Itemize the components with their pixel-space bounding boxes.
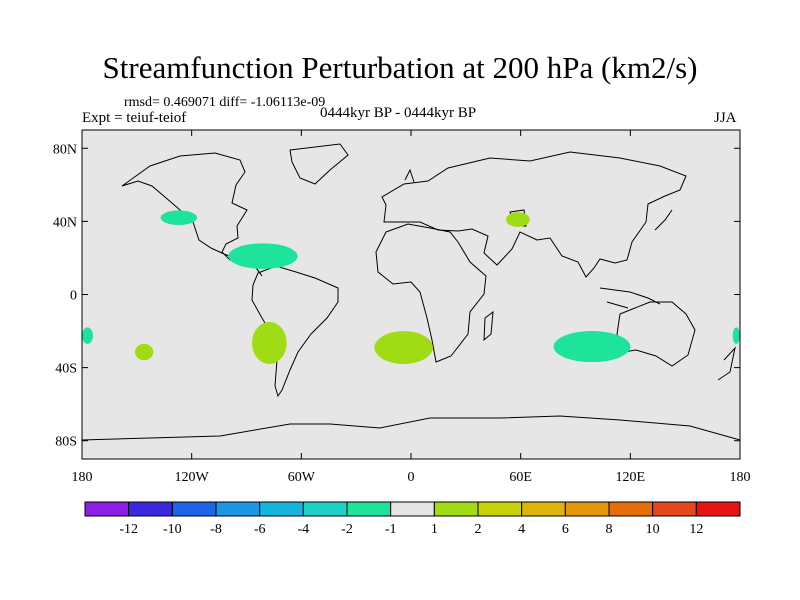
lat-tick-label: 40N (53, 215, 77, 230)
coastline-madagascar (483, 310, 494, 342)
stats-line: rmsd= 0.469071 diff= -1.06113e-09 (124, 95, 326, 110)
lon-tick-label: 180 (72, 470, 93, 485)
colorbar-label: 10 (646, 522, 660, 537)
experiment-label: Expt = teiuf-teiof (82, 110, 187, 126)
colorbar-label: -12 (119, 522, 138, 537)
page-title: Streamfunction Perturbation at 200 hPa (… (102, 50, 698, 85)
colorbar-box (695, 501, 741, 517)
anomaly-south-indian-ocean (553, 331, 631, 363)
anomaly-south-pacific-central (135, 343, 154, 361)
coastline-japan (654, 209, 673, 231)
lon-tick-label: 120E (616, 470, 646, 485)
anomaly-layer (82, 210, 740, 364)
colorbar-labels: -12 -10 -8 -6 -4 -2 -1 1 2 4 6 8 10 12 (119, 522, 703, 537)
longitude-axis: 180 120W 60W 0 60E 120E 180 (72, 130, 751, 485)
lat-tick-label: 0 (70, 289, 77, 304)
colorbar-label: -8 (210, 522, 222, 537)
colorbar-label: 8 (606, 522, 613, 537)
coastline-europe-asia (381, 151, 687, 278)
lat-tick-label: 40S (55, 362, 77, 377)
colorbar-box (128, 501, 173, 517)
lat-tick-label: 80S (55, 435, 77, 450)
colorbar-box (302, 501, 348, 517)
coastline-indonesia (599, 287, 661, 309)
lon-tick-label: 120W (175, 470, 210, 485)
colorbar-label: -2 (341, 522, 353, 537)
map-background (82, 130, 740, 459)
coastline-new-zealand (717, 346, 736, 381)
lon-tick-label: 60W (288, 470, 316, 485)
colorbar-box (84, 501, 130, 517)
coastline-greenland (289, 143, 349, 185)
anomaly-north-pacific-east (160, 210, 198, 226)
coastline-antarctica (81, 415, 741, 441)
season-label: JJA (714, 110, 737, 126)
colorbar-label: 6 (562, 522, 569, 537)
colorbar-label: -1 (385, 522, 397, 537)
lon-tick-label: 180 (730, 470, 751, 485)
anomaly-australia-east-edge (732, 327, 740, 344)
colorbar-box (433, 501, 479, 517)
coastline-africa (375, 223, 487, 363)
colorbar (84, 501, 741, 517)
anomaly-caribbean (228, 243, 298, 269)
lon-tick-label: 60E (509, 470, 532, 485)
colorbar-label: 4 (518, 522, 525, 537)
colorbar-label: -10 (163, 522, 182, 537)
anomaly-south-america-west (251, 321, 287, 364)
lat-tick-label: 80N (53, 142, 77, 157)
colorbar-label: -4 (297, 522, 309, 537)
colorbar-box (652, 501, 697, 517)
colorbar-label: -6 (254, 522, 266, 537)
colorbar-box (564, 501, 610, 517)
anomaly-south-pacific-west (82, 327, 93, 344)
latitude-axis: 80N 40N 0 40S 80S (53, 142, 740, 450)
colorbar-box (346, 501, 392, 517)
anomaly-caspian (506, 212, 530, 227)
coastline-south-america (251, 265, 339, 398)
colorbar-label: 1 (431, 522, 438, 537)
colorbar-box (390, 501, 435, 517)
colorbar-label: 2 (475, 522, 482, 537)
lon-tick-label: 0 (408, 470, 415, 485)
colorbar-box (477, 501, 523, 517)
anomaly-south-atlantic (374, 331, 433, 364)
colorbar-box (259, 501, 304, 517)
colorbar-box (215, 501, 261, 517)
colorbar-box (521, 501, 566, 517)
colorbar-box (608, 501, 654, 517)
colorbar-box (171, 501, 217, 517)
period-label: 0444kyr BP - 0444kyr BP (320, 105, 477, 121)
coastline-uk (404, 168, 415, 183)
colorbar-label: 12 (689, 522, 703, 537)
